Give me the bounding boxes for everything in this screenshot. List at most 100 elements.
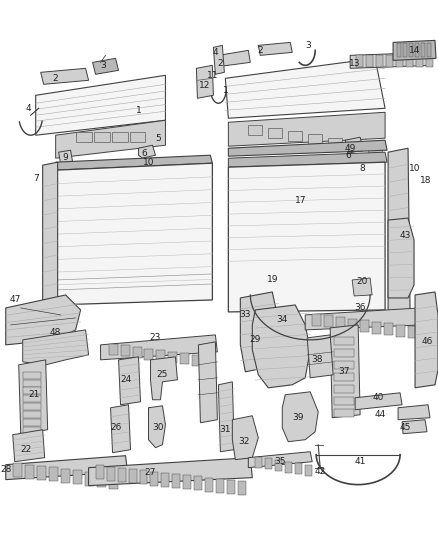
Polygon shape xyxy=(6,295,81,345)
Bar xyxy=(360,320,369,332)
Bar xyxy=(348,319,357,330)
Bar xyxy=(205,478,213,491)
Bar xyxy=(162,473,170,487)
Bar xyxy=(334,385,354,393)
Text: 48: 48 xyxy=(50,328,61,337)
Text: 25: 25 xyxy=(157,370,168,379)
Polygon shape xyxy=(56,155,212,170)
Text: 21: 21 xyxy=(28,390,39,399)
Text: 20: 20 xyxy=(357,278,368,286)
Bar xyxy=(366,55,373,67)
Polygon shape xyxy=(393,41,436,60)
Bar xyxy=(23,372,41,379)
Text: 45: 45 xyxy=(399,423,411,432)
Polygon shape xyxy=(252,305,310,388)
Bar xyxy=(23,427,41,434)
Polygon shape xyxy=(228,112,385,146)
Bar xyxy=(25,465,34,479)
Polygon shape xyxy=(258,43,292,55)
Polygon shape xyxy=(355,393,402,410)
Polygon shape xyxy=(305,308,422,330)
Text: 8: 8 xyxy=(359,164,365,173)
Bar xyxy=(173,474,180,488)
Bar xyxy=(140,470,148,484)
Polygon shape xyxy=(248,451,312,467)
Text: 34: 34 xyxy=(276,316,288,325)
Bar xyxy=(268,128,282,139)
Bar xyxy=(328,138,342,148)
Bar xyxy=(112,132,127,142)
Bar xyxy=(372,321,381,334)
Polygon shape xyxy=(213,45,224,74)
Polygon shape xyxy=(350,52,432,68)
Text: 47: 47 xyxy=(10,295,21,304)
Text: 1: 1 xyxy=(223,86,228,95)
Bar xyxy=(275,460,282,471)
Bar xyxy=(397,43,401,58)
Text: 4: 4 xyxy=(212,48,218,57)
Bar xyxy=(109,474,117,489)
Bar xyxy=(334,361,354,369)
Bar xyxy=(334,337,354,345)
Text: 22: 22 xyxy=(20,445,32,454)
Bar xyxy=(60,469,70,483)
Text: 41: 41 xyxy=(354,457,366,466)
Bar xyxy=(130,132,145,142)
Bar xyxy=(415,43,419,58)
Bar xyxy=(426,55,433,67)
Polygon shape xyxy=(110,405,131,453)
Polygon shape xyxy=(119,357,141,405)
Bar xyxy=(94,132,110,142)
Bar xyxy=(169,352,177,362)
Bar xyxy=(180,353,189,364)
Polygon shape xyxy=(330,325,360,418)
Bar xyxy=(334,373,354,381)
Text: 23: 23 xyxy=(150,333,161,342)
Bar xyxy=(184,475,191,489)
Text: 12: 12 xyxy=(199,81,210,90)
Bar xyxy=(248,125,262,135)
Text: 49: 49 xyxy=(344,144,356,152)
Text: 33: 33 xyxy=(240,310,251,319)
Polygon shape xyxy=(345,137,363,153)
Bar xyxy=(192,355,201,366)
Bar xyxy=(368,143,382,154)
Bar xyxy=(334,349,354,357)
Bar xyxy=(305,465,312,476)
Bar xyxy=(95,465,103,479)
Text: 3: 3 xyxy=(305,41,311,50)
Polygon shape xyxy=(41,68,88,84)
Polygon shape xyxy=(388,218,414,298)
Text: 40: 40 xyxy=(372,393,384,402)
Polygon shape xyxy=(151,357,177,400)
Text: 17: 17 xyxy=(294,196,306,205)
Polygon shape xyxy=(42,162,58,308)
Text: 44: 44 xyxy=(374,410,386,419)
Polygon shape xyxy=(56,163,212,305)
Bar xyxy=(151,472,159,486)
Bar xyxy=(73,470,81,484)
Bar xyxy=(376,55,383,67)
Bar xyxy=(23,387,41,394)
Text: 13: 13 xyxy=(350,59,361,68)
Text: 19: 19 xyxy=(267,276,278,285)
Text: 2: 2 xyxy=(218,59,223,68)
Polygon shape xyxy=(59,150,73,164)
Polygon shape xyxy=(226,58,385,118)
Polygon shape xyxy=(219,382,234,451)
Bar xyxy=(386,55,393,67)
Text: 7: 7 xyxy=(33,174,39,183)
Bar xyxy=(120,345,130,357)
Bar xyxy=(295,463,302,474)
Bar xyxy=(128,469,137,483)
Bar xyxy=(23,395,41,402)
Bar xyxy=(145,349,153,360)
Bar xyxy=(85,472,94,486)
Text: 39: 39 xyxy=(293,413,304,422)
Bar xyxy=(156,350,166,361)
Text: 43: 43 xyxy=(399,231,411,239)
Polygon shape xyxy=(23,330,88,365)
Polygon shape xyxy=(138,145,155,158)
Bar xyxy=(23,379,41,386)
Bar xyxy=(336,317,345,329)
